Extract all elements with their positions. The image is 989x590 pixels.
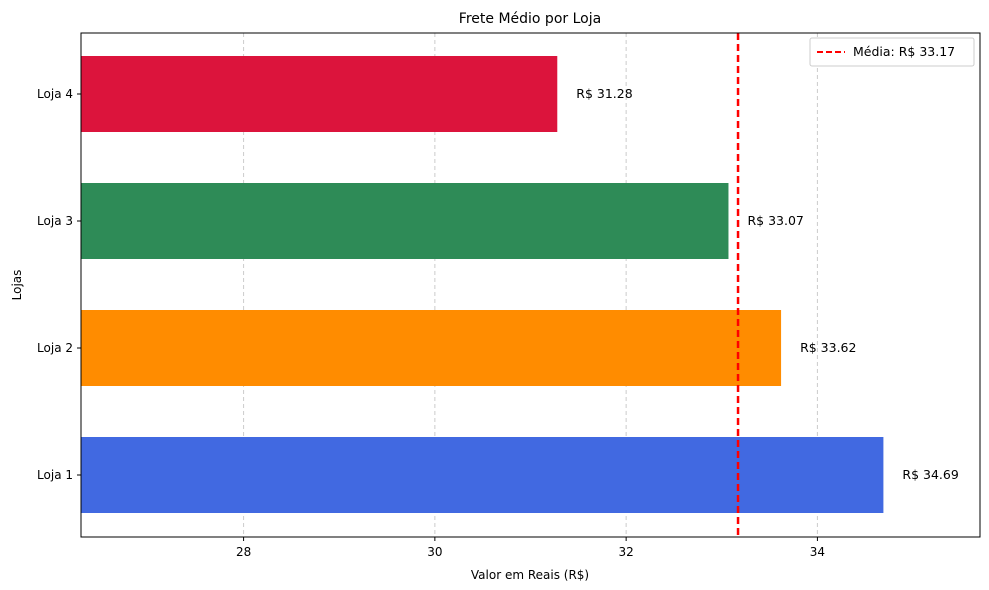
y-tick-label: Loja 2 xyxy=(37,341,73,355)
bar-loja-2 xyxy=(81,310,782,386)
bars: R$ 34.69 R$ 33.62 R$ 33.07 R$ 31.28 xyxy=(81,56,959,513)
chart-title: Frete Médio por Loja xyxy=(459,11,601,27)
bar-value-label: R$ 31.28 xyxy=(576,86,632,101)
bar-loja-4 xyxy=(81,56,558,132)
x-tick-label: 34 xyxy=(810,545,825,559)
legend-box xyxy=(809,37,975,67)
x-axis-ticks: 28 30 32 34 xyxy=(236,537,825,559)
x-axis-title: Valor em Reais (R$) xyxy=(471,568,589,582)
y-axis-title: Lojas xyxy=(10,270,24,301)
bar-value-label: R$ 34.69 xyxy=(902,467,958,482)
legend-label-mean: Média: R$ 33.17 xyxy=(853,44,955,59)
x-tick-label: 28 xyxy=(236,545,251,559)
legend: Média: R$ 33.17 xyxy=(809,37,975,67)
x-tick-label: 32 xyxy=(618,545,633,559)
bar-loja-1 xyxy=(81,437,884,513)
y-tick-label: Loja 3 xyxy=(37,214,73,228)
bar-loja-3 xyxy=(81,183,729,259)
y-tick-label: Loja 1 xyxy=(37,468,73,482)
plot-frame xyxy=(80,32,981,538)
y-axis-ticks: Loja 1 Loja 2 Loja 3 Loja 4 xyxy=(37,87,81,482)
x-tick-label: 30 xyxy=(427,545,442,559)
bar-value-label: R$ 33.62 xyxy=(800,340,856,355)
bar-value-label: R$ 33.07 xyxy=(747,213,803,228)
y-tick-label: Loja 4 xyxy=(37,87,73,101)
